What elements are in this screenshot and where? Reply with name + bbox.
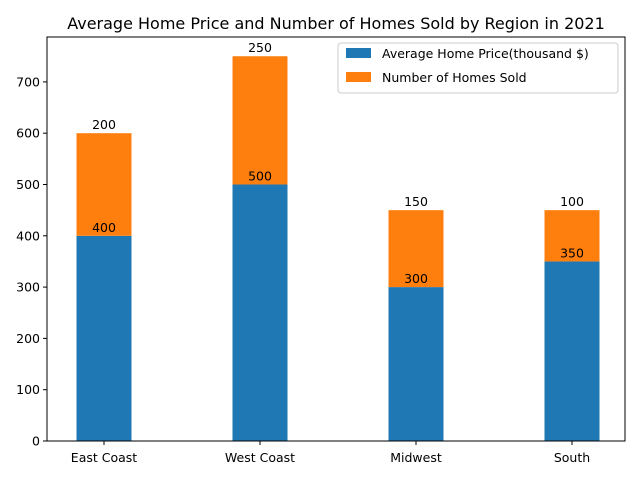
bar-label-1-2: 500 [248, 168, 272, 183]
bar-2-4 [544, 210, 600, 262]
bar-2-2 [232, 56, 288, 185]
y-tick-label-3: 300 [16, 280, 40, 295]
plot-frame [46, 36, 626, 442]
x-tick-label-2: Midwest [390, 450, 442, 465]
y-tick-label-7: 700 [16, 74, 40, 89]
x-tick-label-3: South [554, 450, 590, 465]
y-tick-label-1: 100 [16, 382, 40, 397]
bar-1-4 [544, 261, 600, 441]
bar-1-1 [76, 235, 132, 441]
y-axis: 0 100 200 300 400 500 600 700 [16, 74, 47, 449]
y-tick-label-6: 600 [16, 126, 40, 141]
bar-1-3 [388, 287, 444, 441]
legend-swatch-series-2 [346, 72, 371, 82]
bar-label-2-2: 250 [248, 40, 272, 55]
legend: Average Home Price(thousand $) Number of… [337, 42, 619, 94]
y-tick-label-4: 400 [16, 228, 40, 243]
bar-label-1-4: 350 [560, 245, 584, 260]
y-tick-label-0: 0 [32, 434, 40, 449]
bar-2-1 [76, 133, 132, 236]
bar-label-2-3: 150 [404, 194, 428, 209]
bars-layer [76, 56, 600, 441]
x-tick-label-0: East Coast [71, 450, 137, 465]
x-axis: East Coast West Coast Midwest South [71, 441, 590, 465]
bar-1-2 [232, 184, 288, 441]
y-tick-label-5: 500 [16, 177, 40, 192]
bar-label-1-1: 400 [92, 220, 116, 235]
legend-label-series-1: Average Home Price(thousand $) [382, 46, 589, 61]
bar-label-2-4: 100 [560, 194, 584, 209]
legend-box [337, 42, 619, 94]
legend-label-series-2: Number of Homes Sold [382, 70, 527, 85]
legend-swatch-series-1 [346, 48, 371, 58]
bar-label-1-3: 300 [404, 271, 428, 286]
x-tick-label-1: West Coast [225, 450, 295, 465]
chart-title: Average Home Price and Number of Homes S… [67, 14, 605, 33]
bar-2-3 [388, 210, 444, 288]
bar-labels-layer: 400 200 500 250 300 150 350 100 [92, 40, 584, 286]
bar-label-2-1: 200 [92, 117, 116, 132]
y-tick-label-2: 200 [16, 331, 40, 346]
